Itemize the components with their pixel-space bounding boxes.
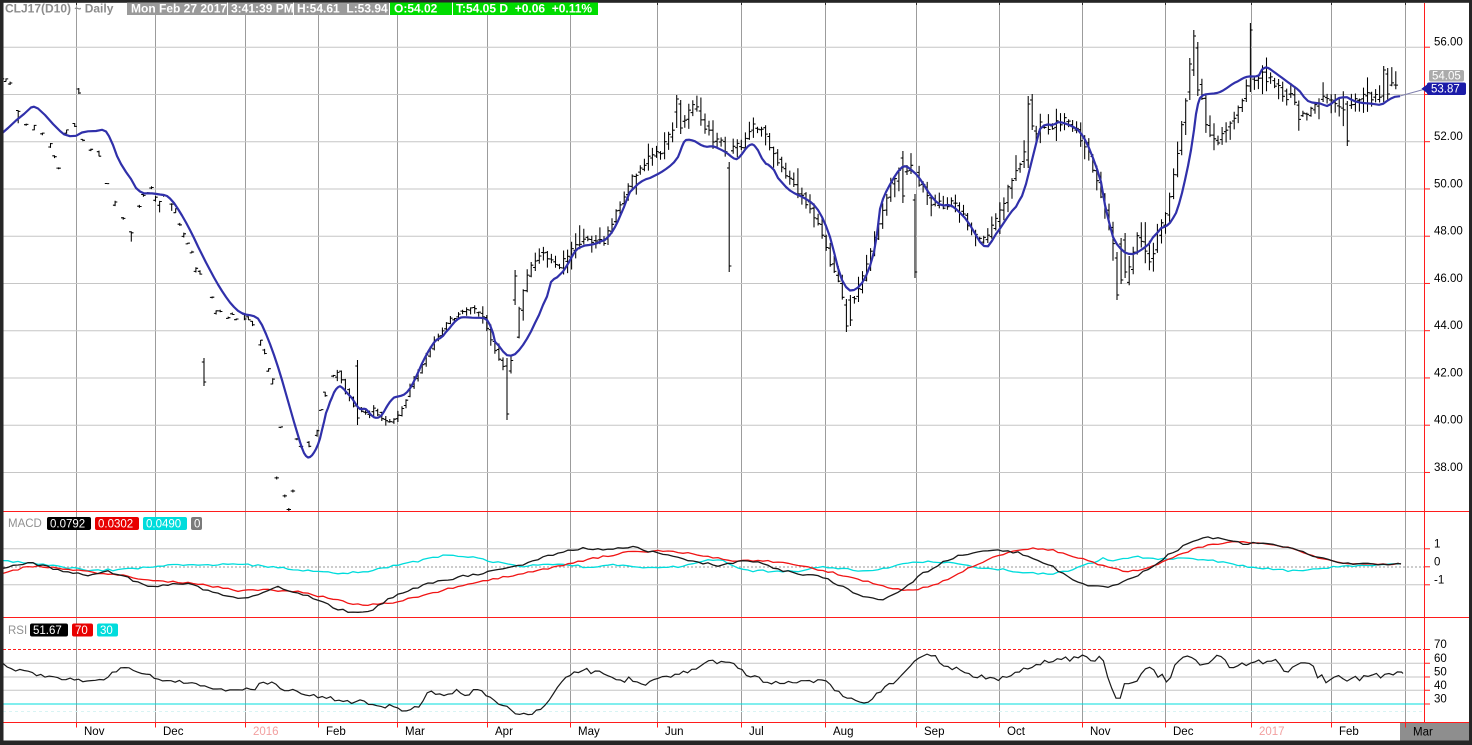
svg-text:51.67: 51.67 bbox=[33, 625, 62, 637]
svg-text:Oct: Oct bbox=[1007, 726, 1026, 738]
svg-text:1: 1 bbox=[1434, 539, 1440, 551]
svg-text:Dec: Dec bbox=[163, 726, 184, 738]
svg-text:Nov: Nov bbox=[1090, 726, 1111, 738]
svg-text:Apr: Apr bbox=[495, 726, 513, 738]
svg-text:70: 70 bbox=[1434, 639, 1447, 651]
svg-text:RSI: RSI bbox=[8, 625, 27, 637]
svg-text:Dec: Dec bbox=[1173, 726, 1194, 738]
svg-text:Jul: Jul bbox=[749, 726, 764, 738]
svg-text:MACD: MACD bbox=[8, 518, 42, 530]
svg-text:May: May bbox=[578, 726, 600, 738]
svg-text:50: 50 bbox=[1434, 667, 1447, 679]
svg-text:Mon Feb 27 2017: Mon Feb 27 2017 bbox=[131, 2, 227, 16]
svg-text:0.0490: 0.0490 bbox=[146, 519, 181, 531]
svg-text:2017: 2017 bbox=[1259, 726, 1285, 738]
svg-text:Feb: Feb bbox=[1339, 726, 1359, 738]
svg-text:38.00: 38.00 bbox=[1434, 462, 1463, 474]
svg-text:Mar: Mar bbox=[405, 726, 425, 738]
svg-text:48.00: 48.00 bbox=[1434, 226, 1463, 238]
svg-text:CLJ17(D10) ~ Daily: CLJ17(D10) ~ Daily bbox=[5, 2, 114, 16]
svg-text:52.00: 52.00 bbox=[1434, 131, 1463, 143]
svg-text:56.00: 56.00 bbox=[1434, 37, 1463, 49]
svg-text:Feb: Feb bbox=[326, 726, 346, 738]
svg-text:0: 0 bbox=[1434, 557, 1440, 569]
svg-text:H:54.61 L:53.94: H:54.61 L:53.94 bbox=[297, 2, 388, 16]
svg-text:50.00: 50.00 bbox=[1434, 178, 1463, 190]
svg-text:44.00: 44.00 bbox=[1434, 320, 1463, 332]
svg-text:3:41:39 PM: 3:41:39 PM bbox=[231, 2, 294, 16]
svg-text:0: 0 bbox=[194, 519, 200, 531]
svg-text:54.05: 54.05 bbox=[1432, 71, 1461, 83]
svg-text:T:54.05 D +0.06 +0.11%: T:54.05 D +0.06 +0.11% bbox=[456, 2, 592, 16]
svg-text:30: 30 bbox=[100, 625, 113, 637]
svg-text:70: 70 bbox=[75, 625, 88, 637]
svg-text:Nov: Nov bbox=[84, 726, 105, 738]
svg-text:Sep: Sep bbox=[924, 726, 944, 738]
svg-text:2016: 2016 bbox=[253, 726, 279, 738]
svg-text:42.00: 42.00 bbox=[1434, 367, 1463, 379]
svg-text:40: 40 bbox=[1434, 680, 1447, 692]
svg-text:O:54.02: O:54.02 bbox=[394, 2, 438, 16]
svg-text:Mar: Mar bbox=[1413, 727, 1433, 739]
svg-text:40.00: 40.00 bbox=[1434, 415, 1463, 427]
svg-text:-1: -1 bbox=[1434, 575, 1444, 587]
svg-text:0.0792: 0.0792 bbox=[50, 519, 85, 531]
svg-text:60: 60 bbox=[1434, 653, 1447, 665]
svg-text:Aug: Aug bbox=[833, 726, 853, 738]
svg-text:46.00: 46.00 bbox=[1434, 273, 1463, 285]
svg-text:30: 30 bbox=[1434, 694, 1447, 706]
svg-text:Jun: Jun bbox=[665, 726, 684, 738]
svg-text:53.87: 53.87 bbox=[1431, 84, 1460, 96]
svg-text:0.0302: 0.0302 bbox=[98, 519, 133, 531]
